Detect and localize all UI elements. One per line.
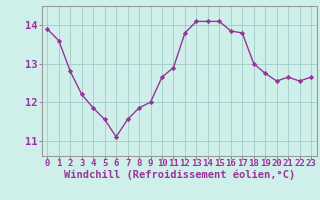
X-axis label: Windchill (Refroidissement éolien,°C): Windchill (Refroidissement éolien,°C) bbox=[64, 170, 295, 180]
